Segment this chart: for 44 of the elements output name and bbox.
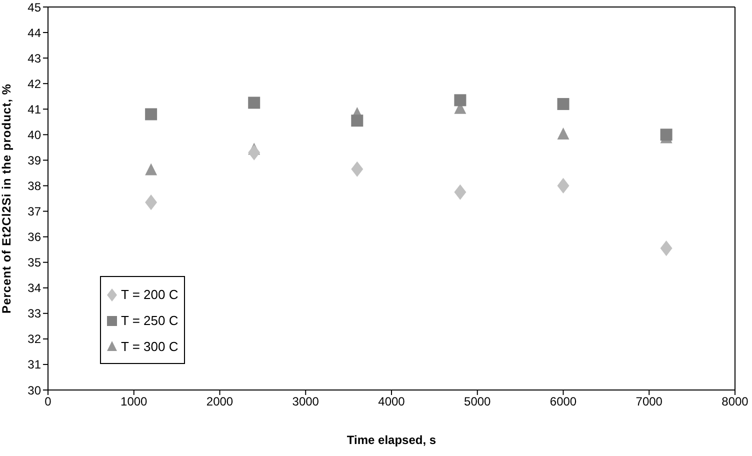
- point: [454, 184, 466, 200]
- y-tick-label: 32: [28, 332, 42, 346]
- x-tick-label: 0: [44, 394, 52, 409]
- y-tick-label: 37: [28, 204, 42, 219]
- y-tick-label: 45: [28, 0, 42, 14]
- x-tick-label: 4000: [378, 394, 406, 409]
- y-tick-label: 44: [28, 26, 42, 40]
- point: [454, 94, 466, 106]
- y-tick-label: 35: [28, 256, 42, 270]
- point: [557, 98, 570, 110]
- legend-label: T = 300 C: [121, 338, 178, 354]
- point: [557, 178, 570, 194]
- point: [248, 96, 260, 109]
- x-tick-label: 2000: [206, 394, 234, 409]
- y-tick-label: 36: [28, 230, 42, 244]
- x-axis-title: Time elapsed, s: [346, 433, 436, 447]
- point: [145, 108, 158, 120]
- y-tick-label: 34: [28, 281, 42, 296]
- y-tick-label: 42: [28, 76, 42, 91]
- x-tick-label: 8000: [722, 394, 749, 409]
- y-tick-label: 39: [28, 153, 42, 168]
- point: [145, 194, 158, 210]
- y-tick-label: 31: [28, 358, 42, 372]
- y-tick-label: 30: [28, 383, 42, 398]
- point: [660, 240, 672, 256]
- x-tick-label: 6000: [550, 394, 577, 409]
- legend-label: T = 250 C: [121, 312, 178, 328]
- point: [351, 161, 364, 177]
- x-tick-label: 7000: [636, 394, 663, 409]
- y-tick-label: 33: [28, 306, 42, 321]
- point: [557, 127, 570, 140]
- point: [248, 144, 260, 160]
- y-tick-label: 40: [28, 128, 42, 142]
- x-tick-label: 3000: [292, 394, 320, 409]
- y-tick-label: 41: [28, 102, 42, 116]
- point: [660, 128, 672, 141]
- y-axis-title: Percent of Et2Cl2Si in the product, %: [0, 84, 14, 314]
- y-tick-label: 38: [28, 178, 42, 193]
- y-tick-label: 43: [28, 51, 42, 66]
- point: [351, 114, 364, 127]
- point: [145, 163, 158, 176]
- x-tick-label: 1000: [120, 394, 148, 409]
- legend-label: T = 200 C: [121, 286, 178, 302]
- x-tick-label: 5000: [464, 394, 492, 409]
